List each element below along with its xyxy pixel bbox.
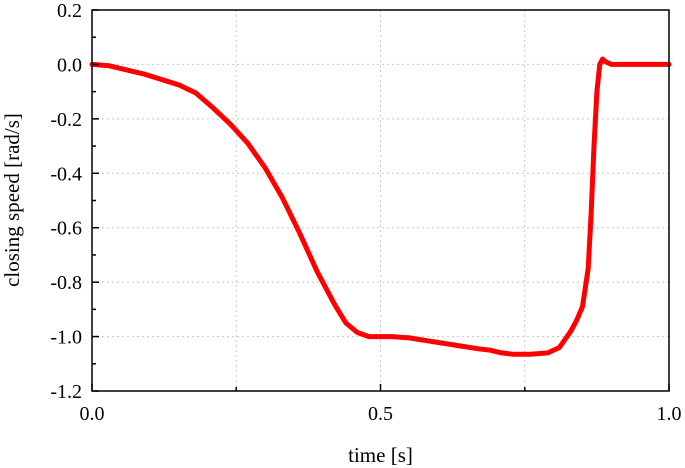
x-tick-label: 0.5 (368, 403, 393, 425)
series-layer (89, 56, 672, 357)
y-tick-label: 0.0 (57, 54, 82, 76)
x-tick-label: 1.0 (657, 403, 682, 425)
x-tick-label: 0.0 (80, 403, 105, 425)
y-tick-label: -0.6 (50, 218, 82, 240)
x-axis-title: time [s] (348, 443, 413, 467)
y-axis-title: closing speed [rad/s] (0, 113, 24, 287)
axis-ticks (91, 9, 670, 392)
y-tick-label: -0.4 (50, 163, 82, 185)
series-line (89, 56, 672, 357)
y-tick-label: -1.0 (50, 327, 82, 349)
y-tick-label: -0.8 (50, 272, 82, 294)
grid (92, 10, 669, 391)
x-tick-labels: 0.0 0.5 1.0 (80, 403, 682, 425)
y-tick-label: 0.2 (57, 0, 82, 22)
y-tick-labels: 0.2 0.0 -0.2 -0.4 -0.6 -0.8 -1.0 -1.2 (50, 0, 82, 403)
y-tick-label: -0.2 (50, 109, 82, 131)
y-tick-label: -1.2 (50, 381, 82, 403)
